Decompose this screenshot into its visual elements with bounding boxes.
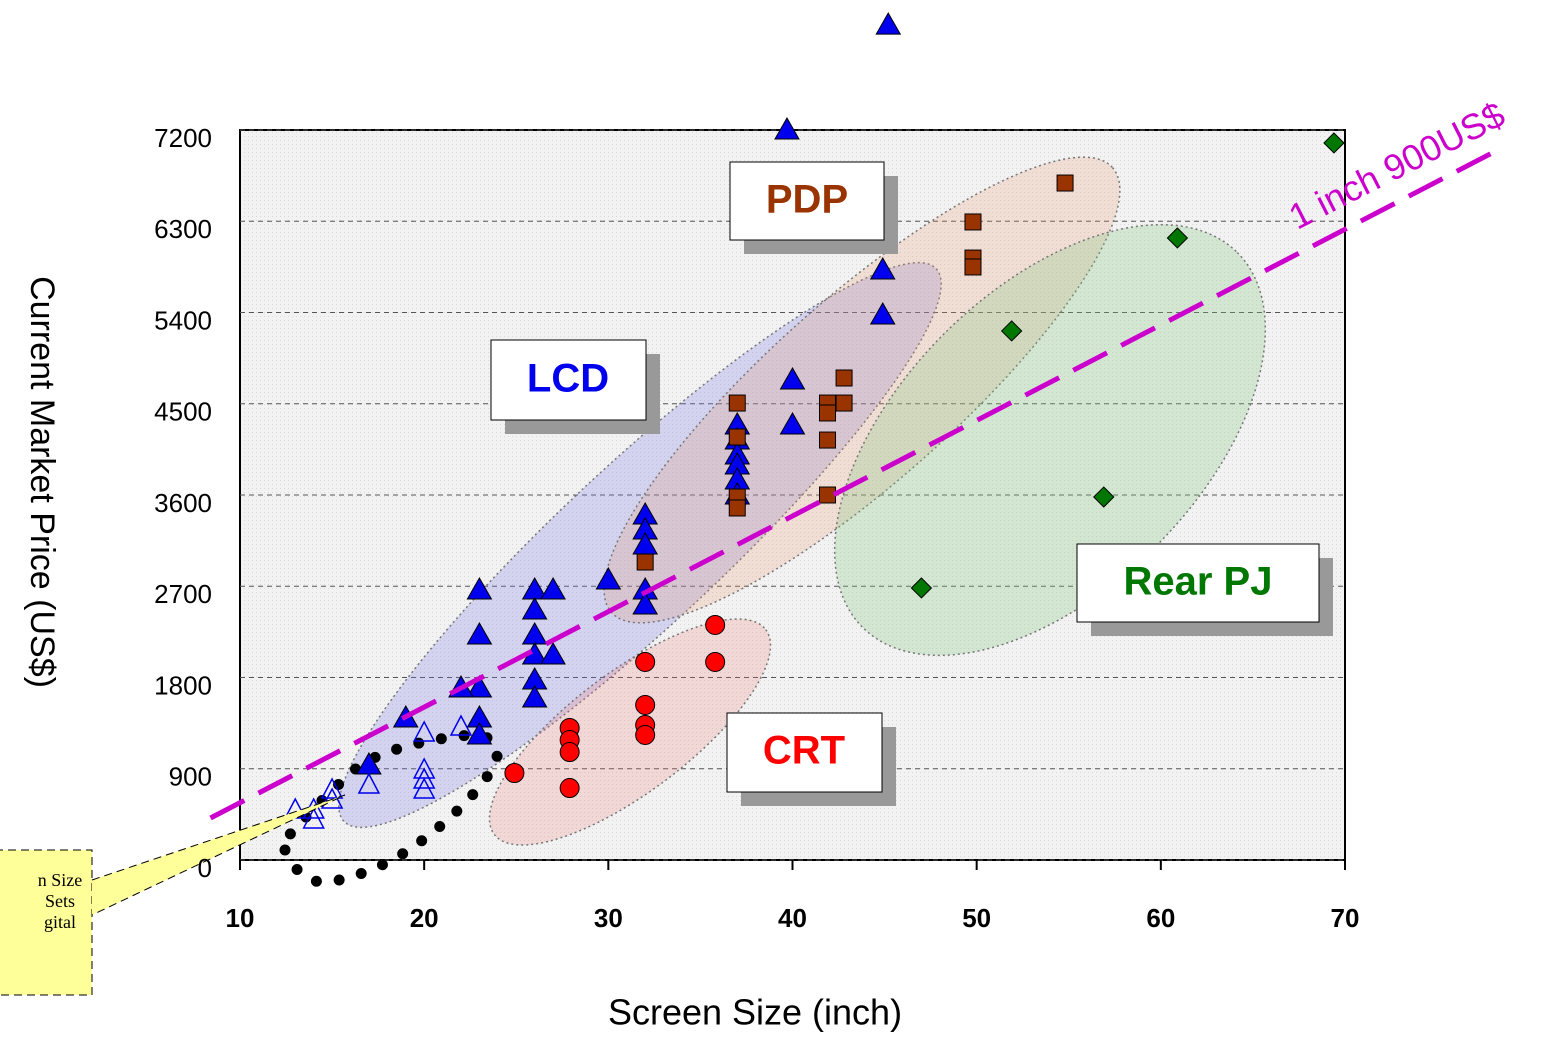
y-tick-label: 0 [198, 853, 212, 883]
diamond-point [1323, 132, 1345, 154]
square-point [728, 394, 746, 412]
triangle-point [875, 12, 902, 35]
y-tick-label: 3600 [154, 488, 212, 518]
triangle-point [595, 566, 622, 590]
square-point [728, 499, 746, 517]
y-tick-label: 6300 [154, 214, 212, 244]
open-triangle-point [320, 777, 344, 799]
open-triangle-point [412, 777, 436, 799]
circle-point [504, 763, 525, 784]
x-tick-label: 50 [962, 903, 991, 933]
y-tick-label: 900 [169, 762, 212, 792]
callout-box [0, 849, 93, 996]
triangle-point [540, 576, 566, 600]
triangle-point [774, 116, 800, 140]
triangle-point [466, 622, 493, 645]
circle-point [635, 651, 656, 672]
diamond-point [1000, 320, 1023, 342]
triangle-point [521, 596, 548, 620]
y-tick-label: 2700 [154, 579, 212, 609]
lcd-label: LCD [527, 357, 609, 401]
circle-point [559, 778, 580, 799]
triangle-point [869, 257, 896, 280]
triangle-point [869, 302, 896, 325]
diamond-point [1166, 227, 1189, 249]
square-point [818, 404, 836, 422]
circle-point [705, 651, 726, 672]
y-tick-label: 5400 [154, 305, 212, 335]
box [729, 161, 885, 241]
circle-point [705, 614, 726, 635]
square-point [964, 258, 982, 276]
square-point [636, 553, 654, 571]
open-triangle-point [357, 772, 381, 794]
x-tick-label: 10 [226, 903, 255, 933]
label-boxes: PDP LCD CRT Rear PJ [490, 161, 1333, 806]
x-tick-label: 30 [594, 903, 623, 933]
trend-line [209, 145, 1503, 821]
box [1076, 543, 1320, 623]
triangle-point [779, 412, 806, 435]
open-triangle-point [449, 714, 473, 736]
y-tick-label: 1800 [154, 670, 212, 700]
circle-point [635, 694, 656, 715]
callout-line: Sets [45, 891, 75, 911]
box [490, 339, 647, 421]
callout-text: n Size Sets gital [38, 870, 83, 932]
callout-pointer [91, 794, 346, 916]
square-point [964, 213, 982, 231]
box [726, 712, 883, 793]
rear-pj-label: Rear PJ [1124, 560, 1273, 604]
square-point [818, 486, 836, 504]
triangle-point [466, 721, 493, 745]
triangle-point [540, 641, 566, 665]
square-point [728, 428, 746, 446]
square-point [835, 394, 853, 412]
crt-label: CRT [763, 729, 845, 773]
x-tick-label: 20 [410, 903, 439, 933]
square-point [835, 369, 853, 387]
x-axis-title: Screen Size (inch) [608, 992, 902, 1033]
triangle-point [521, 684, 548, 708]
diamond-point [1093, 486, 1115, 508]
square-point [1056, 174, 1074, 192]
digital-sets-outline [279, 729, 503, 888]
open-triangle-point [302, 807, 325, 829]
data-marks [284, 12, 1345, 829]
triangle-point [466, 675, 493, 698]
square-point [818, 431, 836, 449]
x-tick-label: 40 [778, 903, 807, 933]
x-tick-label: 60 [1146, 903, 1175, 933]
y-axis-title: Current Market Price (US$) [23, 276, 61, 688]
triangle-point [632, 591, 659, 615]
pdp-label: PDP [766, 178, 848, 222]
circle-point [635, 724, 656, 745]
rear-pj-region [833, 223, 1267, 657]
callout-line: gital [44, 912, 76, 932]
y-tick-label: 7200 [154, 123, 212, 153]
diamond-point [910, 577, 933, 599]
triangle-point [466, 576, 493, 600]
circle-point [559, 742, 580, 763]
y-tick-label: 4500 [154, 397, 212, 427]
triangle-point [779, 367, 806, 390]
x-tick-label: 70 [1331, 903, 1360, 933]
open-triangle-point [412, 767, 436, 789]
callout-line: n Size [38, 870, 83, 890]
open-triangle-point [412, 720, 436, 742]
